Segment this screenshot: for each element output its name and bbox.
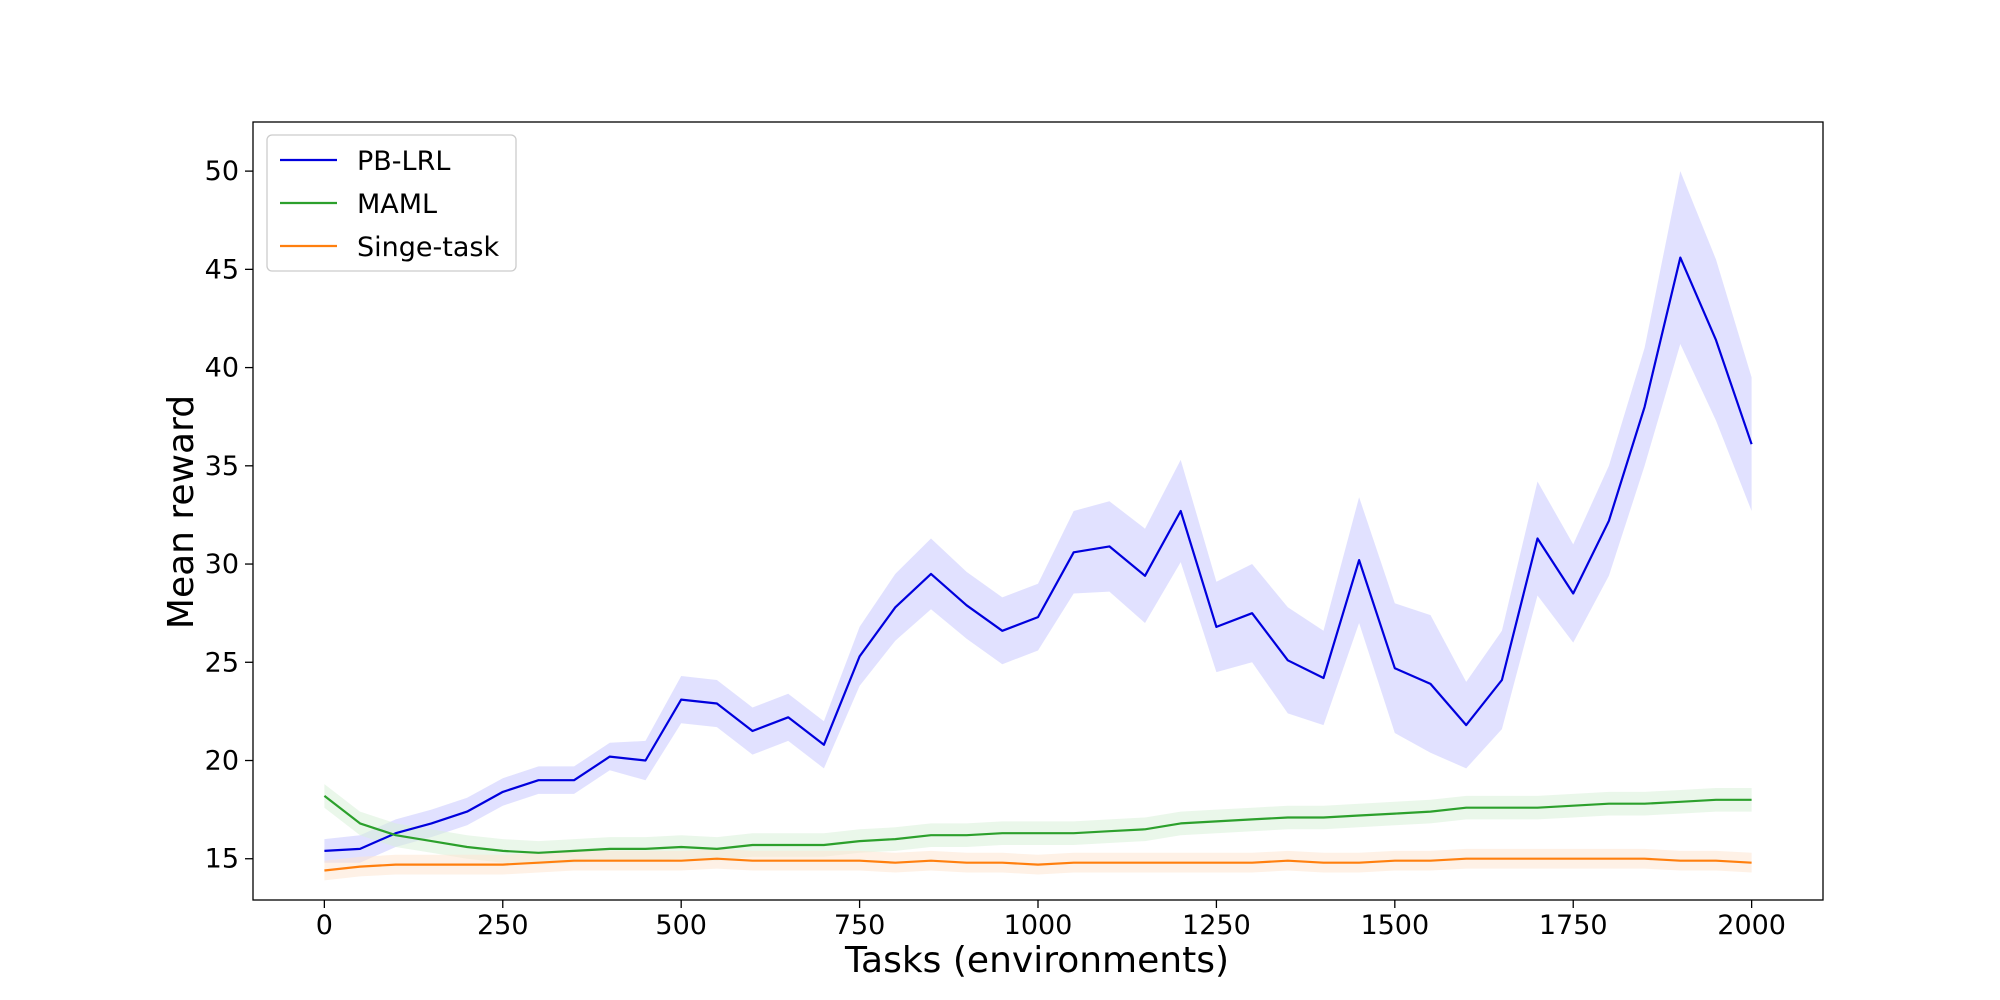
- y-axis-label: Mean reward: [161, 395, 202, 629]
- x-tick-label: 500: [655, 910, 707, 941]
- x-tick-label: 250: [477, 910, 529, 941]
- x-tick-label: 750: [834, 910, 886, 941]
- maml-line: [323, 795, 1752, 854]
- y-tick-label: 30: [205, 549, 239, 580]
- x-axis-ticks: 0 250 500 750 1000 1250 1500 1750 2000: [316, 900, 1786, 941]
- y-tick-label: 35: [205, 451, 239, 482]
- y-tick-label: 20: [205, 746, 239, 777]
- series-lines: [323, 256, 1753, 872]
- pb-lrl-confidence-band: [324, 171, 1752, 863]
- legend-label-maml: MAML: [357, 189, 437, 220]
- x-tick-label: 2000: [1717, 910, 1786, 941]
- y-tick-label: 25: [205, 647, 239, 678]
- y-tick-label: 50: [205, 156, 239, 187]
- legend-label-pb-lrl: PB-LRL: [357, 146, 450, 177]
- y-tick-label: 45: [205, 254, 239, 285]
- y-axis-ticks: 15 20 25 30 35 40 45 50: [205, 156, 253, 875]
- x-tick-label: 1000: [1004, 910, 1073, 941]
- x-axis-label: Tasks (environments): [844, 940, 1229, 981]
- maml-confidence-band: [324, 784, 1752, 865]
- x-tick-label: 0: [316, 910, 333, 941]
- legend: PB-LRL MAML Singe-task: [266, 134, 517, 272]
- x-tick-label: 1750: [1539, 910, 1608, 941]
- x-tick-label: 1250: [1182, 910, 1251, 941]
- legend-box: [266, 134, 517, 272]
- legend-label-singe-task: Singe-task: [357, 232, 499, 263]
- x-tick-label: 1500: [1360, 910, 1429, 941]
- pb-lrl-line: [324, 256, 1753, 852]
- y-tick-label: 40: [205, 353, 239, 384]
- singe-task-line: [324, 857, 1752, 872]
- y-tick-label: 15: [205, 844, 239, 875]
